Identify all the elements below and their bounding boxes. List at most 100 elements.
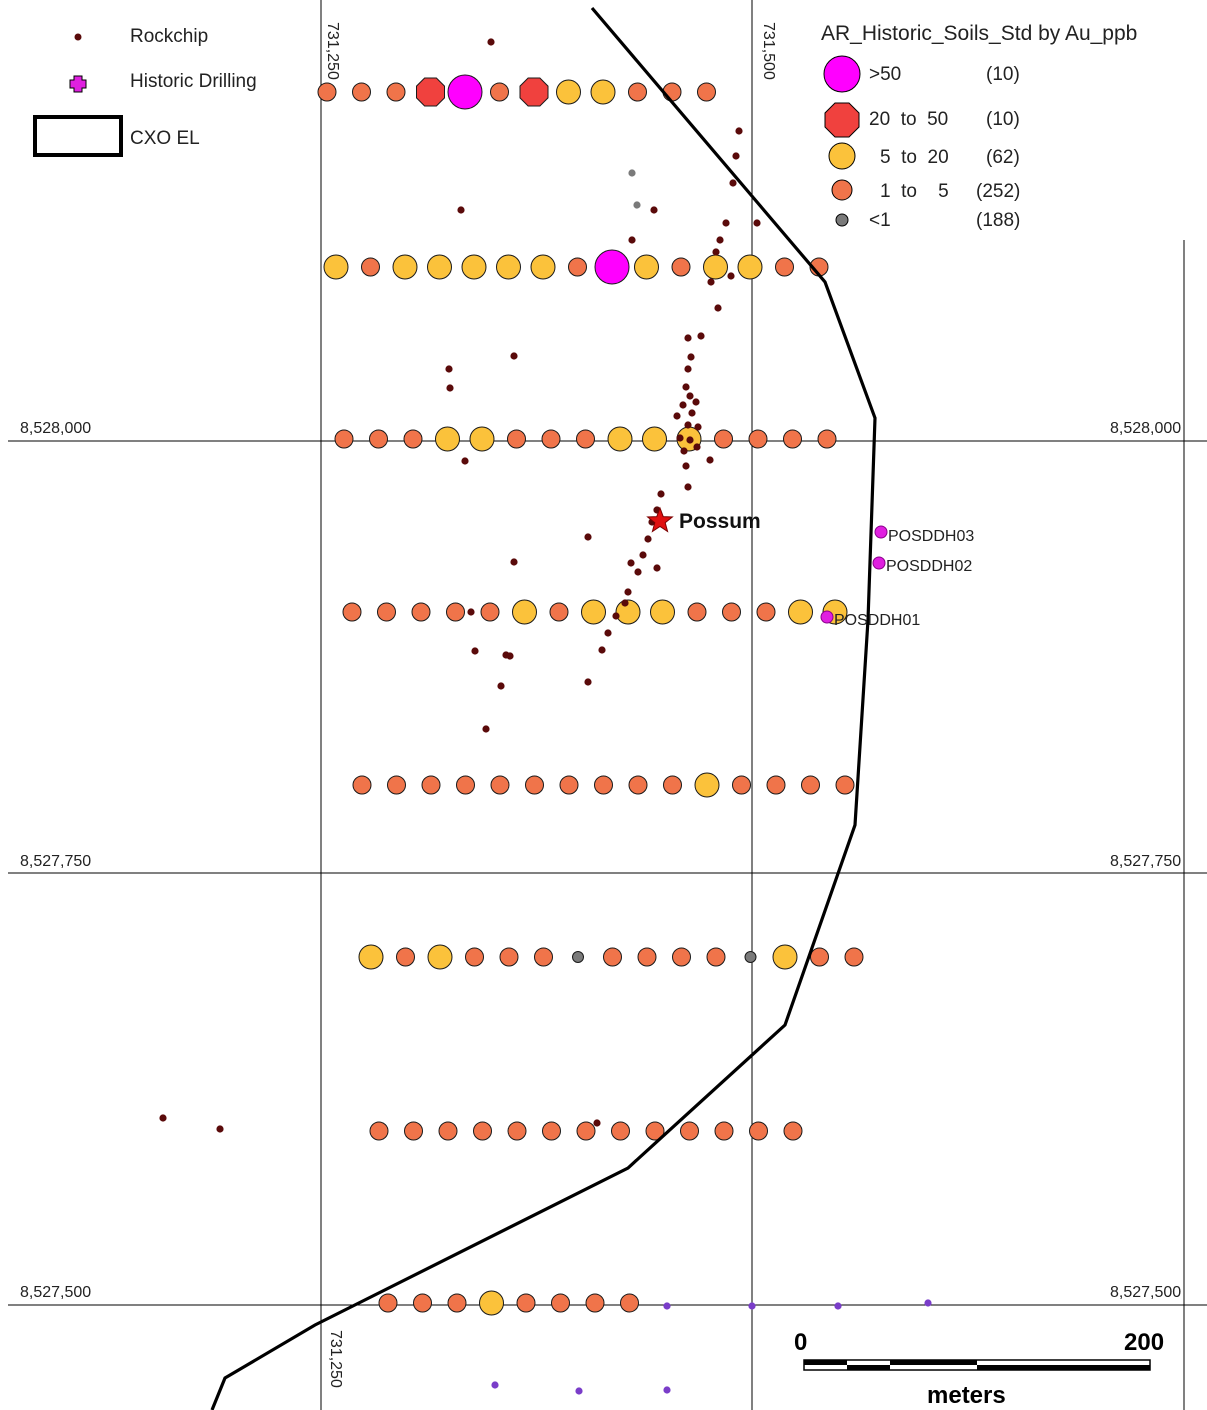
rockchip-point: [487, 38, 495, 46]
cxo-el-boundary: [210, 6, 877, 1410]
rockchip-point: [461, 457, 469, 465]
rockchip-point: [684, 365, 692, 373]
scale-bar-end-label: 200: [1124, 1329, 1164, 1356]
rockchip-point: [650, 206, 658, 214]
rockchip-point: [727, 272, 735, 280]
soil-sample-point: [352, 82, 371, 102]
soil-sample-point: [671, 257, 691, 277]
legend-layers: Rockchip Historic Drilling CXO EL: [8, 8, 308, 168]
purple-sample-point: [924, 1299, 932, 1307]
purple-sample-point: [491, 1381, 499, 1389]
rockchip-point: [679, 401, 687, 409]
soil-sample-point: [416, 77, 445, 107]
legend-class-label-5-20: 5 to 20: [880, 147, 949, 168]
rockchip-point: [753, 219, 761, 227]
rockchip-point: [634, 568, 642, 576]
rockchip-point: [612, 612, 620, 620]
soil-sample-point: [490, 82, 509, 102]
drill-hole-label-posddh01: POSDDH01: [834, 612, 920, 629]
soil-sample-point: [722, 602, 741, 622]
northing-label-left-8528000: 8,528,000: [20, 420, 91, 437]
rockchip-point: [624, 588, 632, 596]
soil-sample-point: [680, 1121, 699, 1141]
legend-class-count-gt50: (10): [986, 64, 1020, 85]
soil-sample-point: [404, 1121, 423, 1141]
soil-sample-point: [749, 1121, 768, 1141]
soil-sample-point: [507, 429, 526, 449]
rockchip-point: [686, 436, 694, 444]
rockchip-point: [471, 647, 479, 655]
legend-class-count-lt1: (188): [976, 210, 1020, 231]
soil-sample-point: [369, 1121, 389, 1141]
rockchip-point: [706, 456, 714, 464]
rockchip-point: [506, 652, 514, 660]
soil-sample-point: [438, 1121, 458, 1141]
rockchip-point: [467, 608, 475, 616]
rockchip-point: [673, 412, 681, 420]
soil-sample-point: [427, 944, 453, 970]
soil-sample-point: [756, 602, 776, 622]
rockchip-point: [729, 179, 737, 187]
soil-sample-point: [783, 1121, 803, 1141]
northing-label-right-8528000: 8,528,000: [1110, 420, 1181, 437]
soil-sample-point: [551, 1293, 570, 1313]
rockchip-point: [216, 1125, 224, 1133]
rockchip-legend-icon: [74, 33, 82, 41]
soil-sample-point: [516, 1293, 536, 1313]
legend-cxo-el-label: CXO EL: [130, 128, 200, 149]
soil-sample-point: [386, 82, 406, 102]
legend-class-count-20-50: (10): [986, 109, 1020, 130]
rockchip-point: [657, 490, 665, 498]
northing-label-right-8527500: 8,527,500: [1110, 1284, 1181, 1301]
easting-label-top-731500: 731,500: [760, 22, 777, 80]
drill-hole-label-posddh03: POSDDH03: [888, 528, 974, 545]
scale-bar-unit-label: meters: [927, 1382, 1006, 1409]
rockchip-point: [712, 248, 720, 256]
possum-label: Possum: [679, 510, 761, 533]
soil-sample-point: [581, 599, 606, 625]
legend-historic-drilling-label: Historic Drilling: [130, 71, 257, 92]
scale-bar: 0 200 meters: [794, 1325, 1180, 1410]
drill-hole-label-posddh02: POSDDH02: [886, 558, 972, 575]
scale-bar-segment-2: [847, 1365, 890, 1370]
soil-sample-point: [568, 257, 587, 277]
rockchip-point: [680, 447, 688, 455]
soil-sample-point: [427, 254, 452, 280]
soil-sample-point: [594, 775, 613, 795]
scale-bar-segment-4: [977, 1365, 1150, 1370]
rockchip-point: [482, 725, 490, 733]
rockchip-point: [707, 278, 715, 286]
soil-sample-point: [620, 1293, 639, 1313]
legend-rockchip-label: Rockchip: [130, 26, 208, 47]
soil-sample-point: [576, 1121, 596, 1141]
soil-sample-point: [473, 1121, 492, 1141]
soil-sample-point: [801, 775, 820, 795]
rockchip-point: [682, 462, 690, 470]
rockchip-point: [457, 206, 465, 214]
soil-sample-point: [469, 426, 495, 452]
soil-sample-point: [766, 775, 786, 795]
soil-sample-point: [576, 429, 595, 449]
soil-sample-point: [461, 254, 487, 280]
soil-sample-point: [317, 82, 337, 102]
soil-sample-point: [534, 947, 553, 967]
purple-sample-point: [748, 1302, 756, 1310]
soil-sample-point: [479, 1290, 504, 1316]
soil-sample-point: [697, 82, 716, 102]
soil-sample-point: [411, 602, 431, 622]
soil-sample-point: [421, 775, 441, 795]
soil-sample-point: [396, 947, 415, 967]
rockchip-point: [446, 384, 454, 392]
rockchip-point: [694, 423, 702, 431]
soil-sample-point: [480, 602, 500, 622]
soil-sample-point: [732, 775, 751, 795]
20-50-legend-icon: [824, 102, 860, 138]
purple-sample-point: [663, 1302, 671, 1310]
soil-sample-point: [465, 947, 484, 967]
rockchip-point: [627, 559, 635, 567]
soil-sample-point: [361, 257, 380, 277]
rockchip-point: [687, 353, 695, 361]
soil-sample-point: [844, 947, 864, 967]
soil-sample-point: [783, 429, 802, 449]
